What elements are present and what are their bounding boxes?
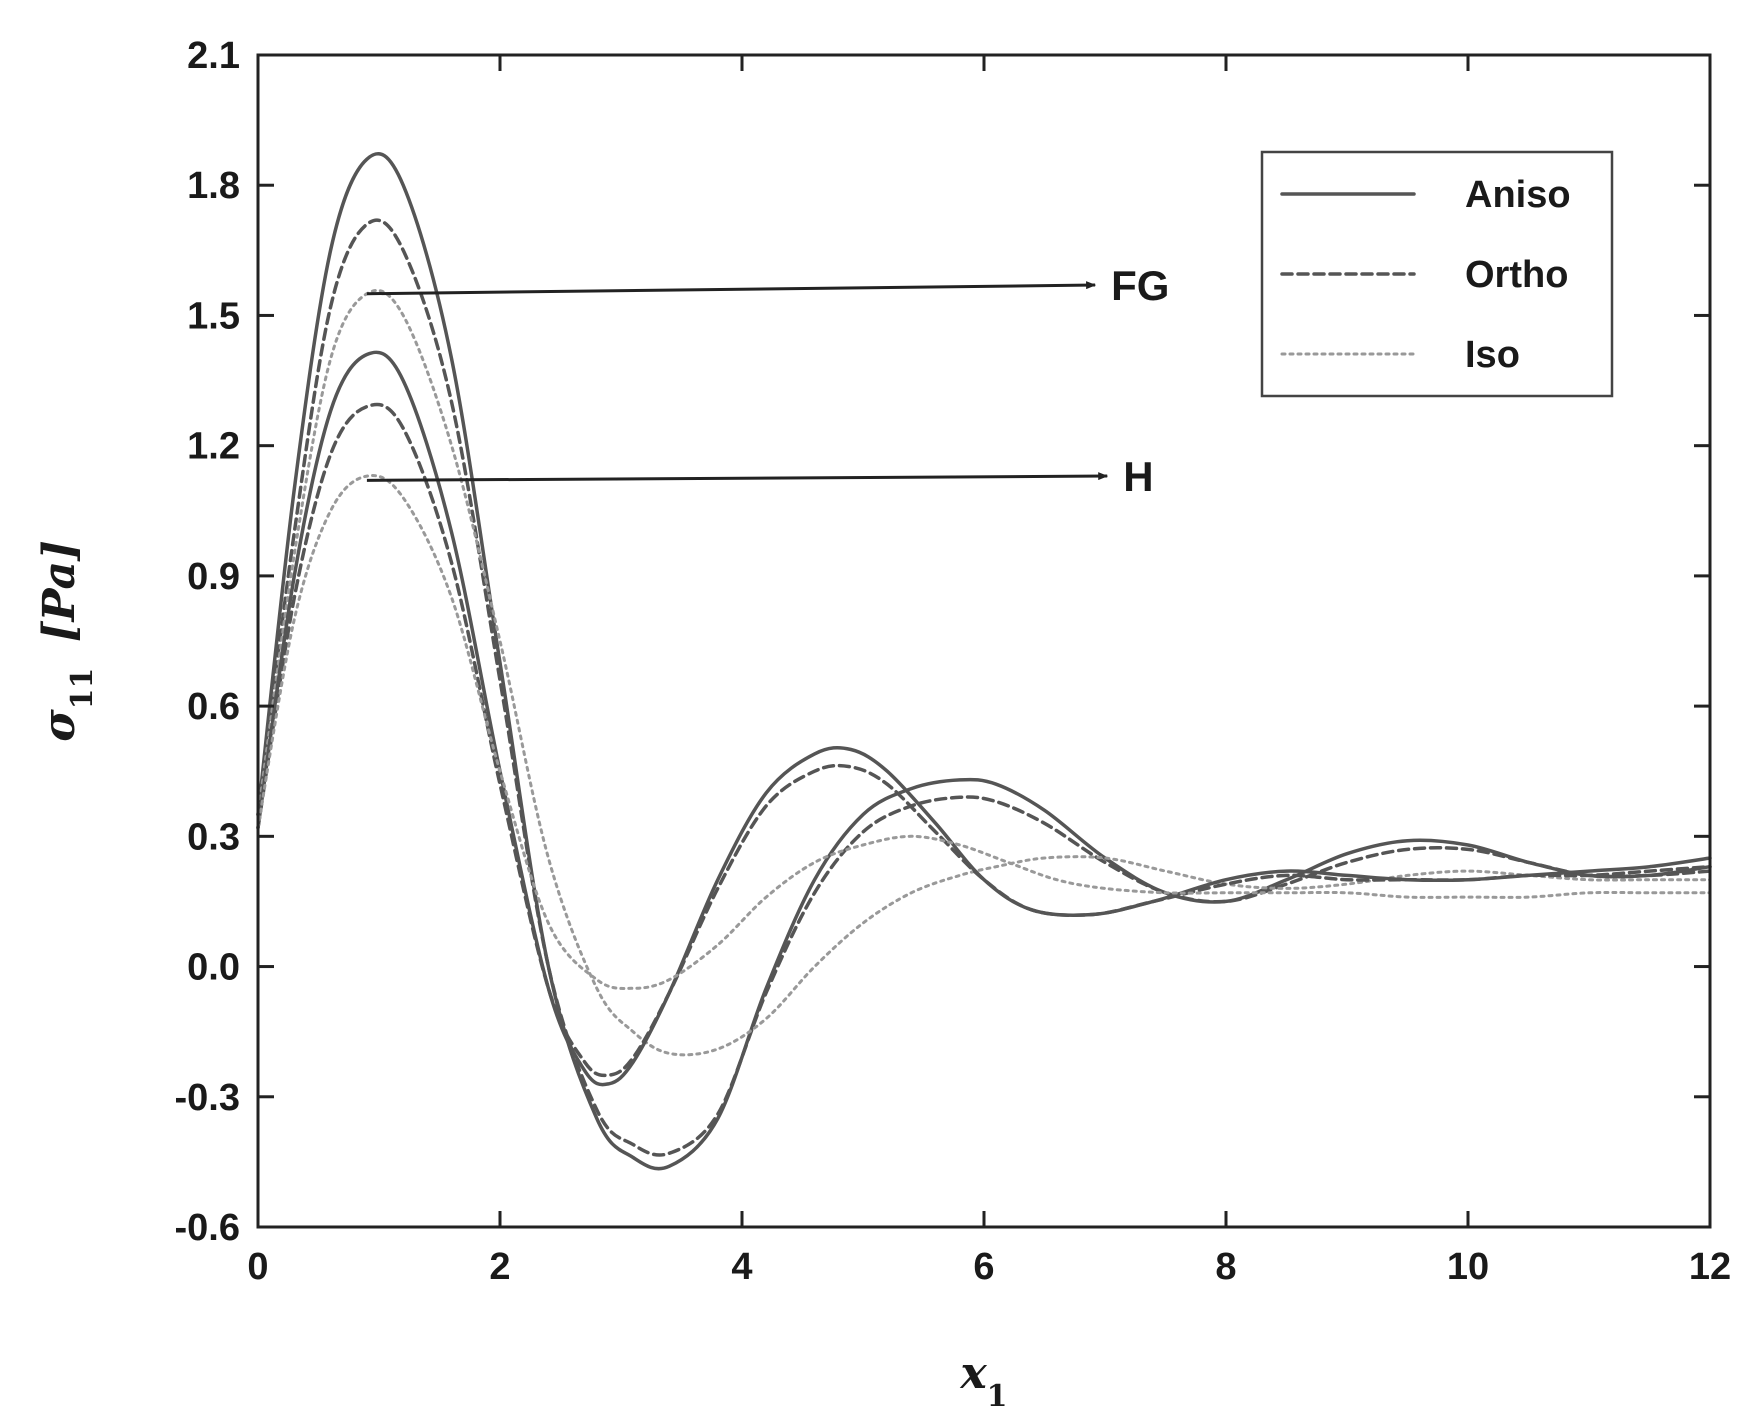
x-tick-label: 0 — [247, 1246, 268, 1288]
y-axis-label-subscript: 11 — [65, 668, 100, 710]
series-line-h-dashed — [256, 402, 1712, 1078]
y-tick-label: 0.9 — [187, 556, 240, 598]
legend-label-aniso: Aniso — [1465, 174, 1571, 216]
legend: Aniso Ortho Iso — [1260, 150, 1614, 398]
y-tick-label: 0.6 — [187, 686, 240, 728]
y-tick-label: 0.3 — [187, 816, 240, 858]
series-lines — [256, 152, 1712, 1171]
axis-ticks: 0 2 4 6 8 10 12 -0.6 -0.3 0.0 0.3 0.6 0.9 1.2 1.5 1.8 2.… — [175, 35, 1732, 1288]
annotations: FG H — [366, 262, 1169, 500]
x-tick-label: 4 — [731, 1246, 752, 1288]
series-line-h-dotted — [256, 474, 1712, 990]
annotation-arrow-h — [366, 472, 1109, 482]
y-tick-label: -0.6 — [175, 1207, 240, 1249]
y-tick-label: 0.0 — [187, 947, 240, 989]
y-tick-label: -0.3 — [175, 1077, 240, 1119]
x-tick-label: 10 — [1447, 1246, 1489, 1288]
x-tick-label: 8 — [1215, 1246, 1236, 1288]
x-tick-label: 2 — [489, 1246, 510, 1288]
y-axis-label: σ11 [Pa] — [34, 540, 100, 742]
x-tick-label: 6 — [973, 1246, 994, 1288]
y-axis-label-unit: [Pa] — [34, 540, 85, 657]
y-tick-label: 1.8 — [187, 165, 240, 207]
legend-label-iso: Iso — [1465, 334, 1520, 376]
y-tick-label: 1.2 — [187, 426, 240, 468]
x-tick-label: 12 — [1689, 1246, 1731, 1288]
legend-label-ortho: Ortho — [1465, 254, 1568, 296]
series-line-h-solid — [256, 350, 1712, 1087]
x-axis-label-subscript: 1 — [987, 1379, 1008, 1414]
annotation-label-fg: FG — [1111, 262, 1169, 309]
axis-labels: x1 σ11 [Pa] — [34, 540, 1008, 1413]
y-tick-label: 2.1 — [187, 35, 240, 77]
x-axis-label: x1 — [959, 1348, 1007, 1414]
series-line-fg-dashed — [256, 218, 1712, 1157]
annotation-label-h: H — [1123, 453, 1153, 500]
y-tick-label: 1.5 — [187, 295, 240, 337]
annotation-arrow-fg — [366, 281, 1097, 296]
